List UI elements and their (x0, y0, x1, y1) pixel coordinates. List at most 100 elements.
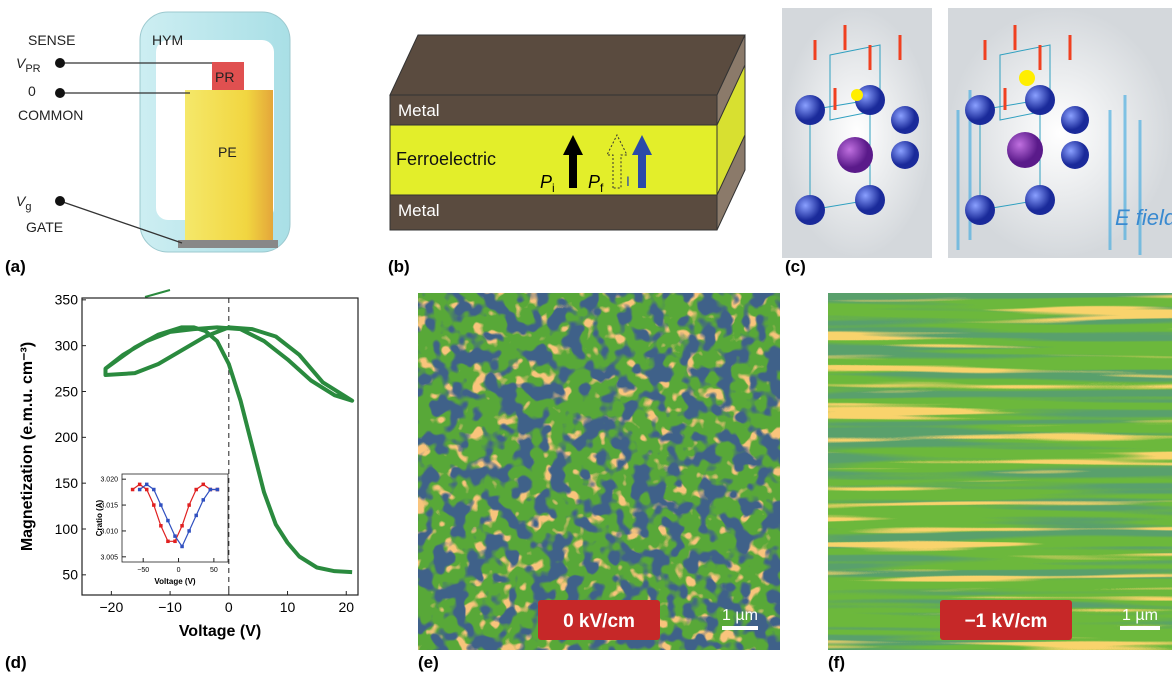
y-tick-label: 100 (55, 521, 79, 537)
crystal-right (965, 25, 1089, 225)
data-point (194, 513, 198, 518)
terminal (55, 196, 65, 206)
metal-label: Metal (398, 201, 440, 220)
panel-label: (b) (388, 257, 410, 276)
data-point (201, 482, 206, 487)
current-label: I (626, 173, 630, 189)
field-lines (956, 90, 1142, 255)
vg-label: Vg (16, 193, 31, 213)
data-point (173, 539, 177, 544)
chart: −20 −10 0 10 20 50 100 150 200 250 300 350 Voltage (… (19, 292, 359, 640)
y-axis-label: Magnetization (e.m.u. cm⁻³) (19, 342, 36, 551)
data-point (130, 487, 135, 492)
data-point (201, 498, 206, 502)
data-point (137, 487, 142, 492)
panel-label: (d) (5, 653, 27, 672)
data-point (180, 544, 184, 549)
pr-block (212, 62, 244, 90)
data-point (144, 487, 149, 492)
field-badge (538, 600, 660, 640)
data-line (103, 325, 355, 575)
data-point (187, 529, 191, 533)
subscript: g (25, 201, 31, 213)
y-tick-label: 150 (55, 475, 79, 491)
data-point (208, 487, 213, 492)
panel-b: Metal Ferroelectric Metal Pi Pf I (b) (388, 34, 746, 276)
symbol: P (588, 172, 600, 192)
symbol: V (16, 193, 27, 209)
panel-e: 0 kV/cm 1 µm (e) (418, 293, 780, 672)
y-tick-label: 350 (55, 292, 79, 308)
panel-c: E field (c) (782, 8, 1172, 276)
pi-label: Pi (540, 172, 555, 195)
data-point (180, 524, 184, 528)
scale-bar (1120, 626, 1160, 630)
ferro-label: Ferroelectric (396, 149, 496, 169)
data-point (187, 503, 191, 507)
subscript: PR (25, 63, 40, 75)
hym-label: HYM (152, 32, 183, 48)
panel-a: SENSE VPR 0 COMMON HYM PR PE Vg GATE (a) (5, 11, 291, 276)
zero-label: 0 (28, 83, 36, 99)
arrow (632, 135, 652, 188)
y-tick-label: 200 (55, 429, 79, 445)
y-tick-label: 250 (55, 383, 79, 399)
field-label: 0 kV/cm (563, 611, 635, 632)
afm-texture (418, 293, 780, 650)
terminal (55, 58, 65, 68)
y-tick-label: 50 (62, 567, 78, 583)
data-point (173, 534, 177, 538)
panel-label: (f) (828, 653, 845, 672)
symbol: V (16, 55, 27, 71)
y-tick-label: 3.020 (100, 477, 118, 484)
top-face (389, 34, 746, 96)
pe-label: PE (218, 144, 237, 160)
x-axis-label: Voltage (V) (179, 623, 261, 640)
scale-label: 1 µm (722, 607, 758, 624)
data-point (166, 518, 170, 523)
scale-bar (722, 626, 758, 630)
pe-block (185, 90, 273, 240)
afm-texture (828, 293, 1172, 650)
field-label: −1 kV/cm (965, 611, 1048, 632)
data-point (152, 503, 156, 507)
common-label: COMMON (18, 107, 83, 123)
y-tick-label: 3.015 (100, 503, 118, 510)
x-tick-label: −50 (137, 567, 149, 574)
gate-plate (178, 240, 278, 248)
data-point (159, 524, 163, 528)
arrow (606, 133, 628, 189)
y-tick-label: 3.010 (100, 528, 118, 535)
data-point (137, 482, 142, 487)
field-badge (940, 600, 1072, 640)
data-point (215, 487, 220, 492)
gate-label: GATE (26, 219, 63, 235)
y-tick-label: 300 (55, 338, 79, 354)
subscript: f (600, 181, 604, 195)
metal-bottom (389, 194, 718, 231)
panel-label: (c) (785, 257, 806, 276)
data-point (166, 539, 170, 544)
x-tick-label: 10 (280, 599, 296, 615)
x-tick-label: 0 (225, 599, 233, 615)
x-tick-label: −10 (158, 599, 182, 615)
data-point (159, 503, 163, 507)
panel-label: (a) (5, 257, 26, 276)
panel-f: −1 kV/cm 1 µm (f) (828, 293, 1172, 672)
sense-label: SENSE (28, 32, 75, 48)
x-tick-label: 50 (210, 567, 218, 574)
x-tick-label: 20 (338, 599, 354, 615)
scale-label: 1 µm (1122, 607, 1158, 624)
chart: −50 0 50 3.005 3.010 3.015 3.020 Voltage (V) Cra… (95, 473, 229, 586)
arrow (563, 135, 583, 188)
data-point (152, 487, 156, 492)
x-tick-label: −20 (99, 599, 123, 615)
vpr-label: VPR (16, 55, 41, 75)
wires (59, 62, 212, 244)
y-axis-label: Cratio (A) (95, 499, 104, 536)
data-point (194, 487, 198, 492)
metal-label: Metal (398, 101, 440, 120)
x-axis-label: Voltage (V) (154, 577, 196, 586)
subscript: i (552, 181, 555, 195)
